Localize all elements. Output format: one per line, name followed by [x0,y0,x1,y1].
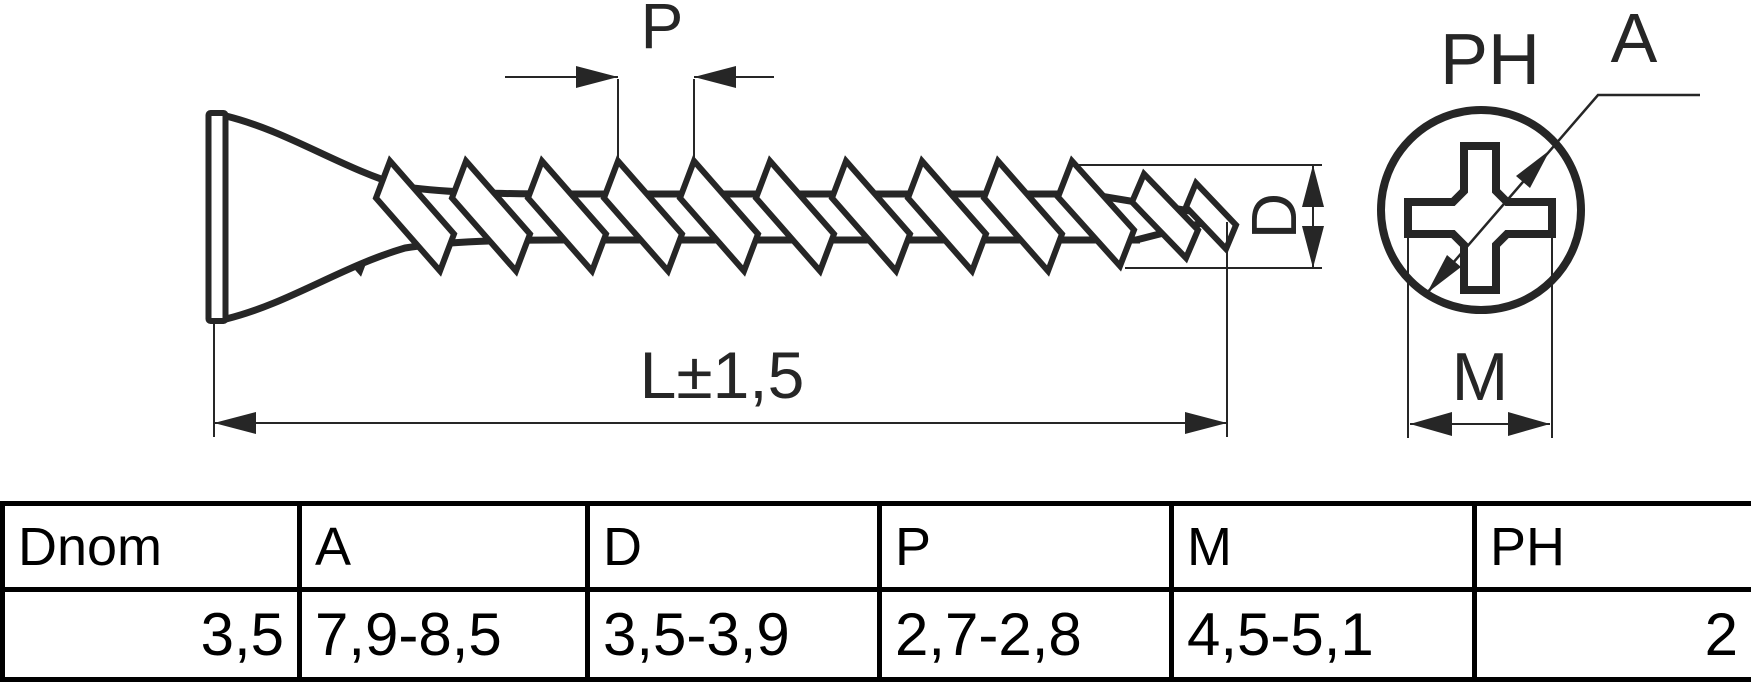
head-outline-circle [1377,106,1585,314]
recess-width-dimension: M [1407,236,1553,438]
arrowhead [214,412,256,434]
arrowhead [694,66,736,88]
col-header-p: P [877,501,1174,592]
value-p: 2,7-2,8 [877,587,1174,682]
length-label: L±1,5 [640,338,805,412]
col-header-ph: PH [1472,501,1751,592]
pitch-label: P [641,0,684,62]
head-front-view: PH [1377,20,1585,314]
leader-line [1426,93,1700,294]
value-m: 4,5-5,1 [1169,587,1477,682]
recess-diagonal-dimension: A [1426,0,1700,294]
value-a: 7,9-8,5 [297,587,590,682]
col-header-a: A [297,501,590,592]
length-dimension: L±1,5 [213,222,1228,437]
pitch-dimension: P [505,0,774,160]
col-header-m: M [1169,501,1477,592]
screw-side-view [205,110,1240,324]
diameter-dimension: D [1075,164,1324,269]
diameter-label: D [1238,193,1310,239]
tip-thread-blades [1054,155,1240,272]
phillips-cross [1404,142,1556,294]
arrowhead [1508,412,1550,436]
col-header-d: D [585,501,882,592]
recess-width-label: M [1452,339,1509,415]
arrowhead [1516,150,1550,188]
arrowhead [1185,412,1227,434]
value-dnom: 3,5 [0,587,302,682]
arrowhead [1410,412,1452,436]
table-value-row: 3,5 7,9-8,5 3,5-3,9 2,7-2,8 4,5-5,1 2 [0,587,1751,682]
arrowhead [1302,226,1324,268]
recess-type-label: PH [1440,20,1540,100]
arrowhead [1427,255,1461,293]
col-header-dnom: Dnom [0,501,302,592]
value-ph: 2 [1472,587,1751,682]
arrowhead [576,66,618,88]
dimension-table: Dnom A D P M PH 3,5 7,9-8,5 3,5-3,9 2,7-… [0,501,1751,682]
arrowhead [1302,165,1324,207]
head-face [205,110,229,324]
table-header-row: Dnom A D P M PH [0,501,1751,592]
recess-diagonal-label: A [1611,0,1658,77]
thread-blades [372,155,1066,277]
value-d: 3,5-3,9 [585,587,882,682]
